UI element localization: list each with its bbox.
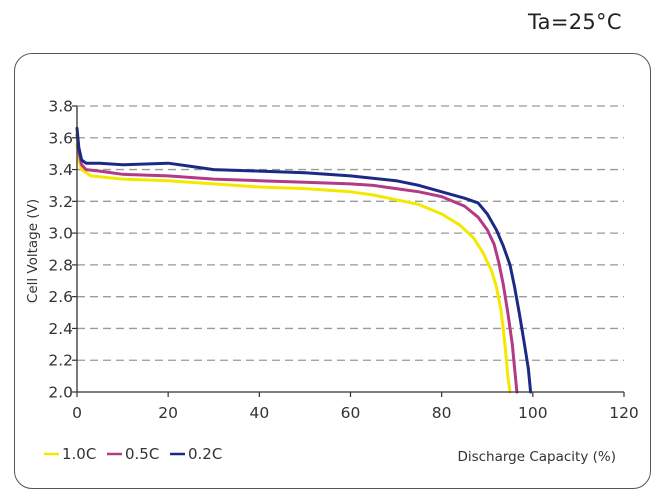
x-tick-label: 120: [609, 404, 639, 422]
y-tick-label: 3.2: [48, 193, 73, 211]
legend-label: 1.0C: [62, 445, 96, 463]
y-tick-label: 3.6: [48, 129, 73, 147]
grid-lines: [77, 105, 624, 361]
legend-label: 0.2C: [188, 445, 222, 463]
legend-label: 0.5C: [125, 445, 159, 463]
y-tick-label: 3.0: [48, 225, 73, 243]
x-tick-label: 100: [518, 404, 548, 422]
y-tick-label: 2.6: [48, 288, 73, 306]
y-axis-title: Cell Voltage (V): [25, 199, 41, 303]
y-tick-label: 2.2: [48, 352, 73, 370]
series-lines: [75, 126, 533, 394]
x-tick-label: 60: [341, 404, 361, 422]
y-tick-label: 2.4: [48, 320, 73, 338]
tick-labels: 2.0 2.2 2.4 2.6 2.8 3.0 3.2 3.4 3.6 3.8 0 20 40 60 80 1…: [48, 98, 638, 423]
x-tick-label: 40: [249, 404, 269, 422]
y-tick-label: 3.8: [48, 98, 73, 116]
series-line-1.0C: [75, 142, 512, 394]
x-axis-title: Discharge Capacity (%): [457, 449, 616, 465]
legend: 1.0C 0.5C 0.2C: [44, 445, 222, 463]
temperature-label: Ta=25°C: [528, 10, 622, 34]
x-tick-label: 0: [72, 404, 82, 422]
series-line-0.5C: [75, 133, 519, 394]
axes: [72, 105, 625, 397]
y-tick-label: 2.8: [48, 256, 73, 274]
series-line-0.2C: [75, 126, 533, 394]
x-tick-label: 80: [432, 404, 452, 422]
y-tick-label: 2.0: [48, 384, 73, 402]
x-tick-label: 20: [158, 404, 178, 422]
y-tick-label: 3.4: [48, 161, 73, 179]
